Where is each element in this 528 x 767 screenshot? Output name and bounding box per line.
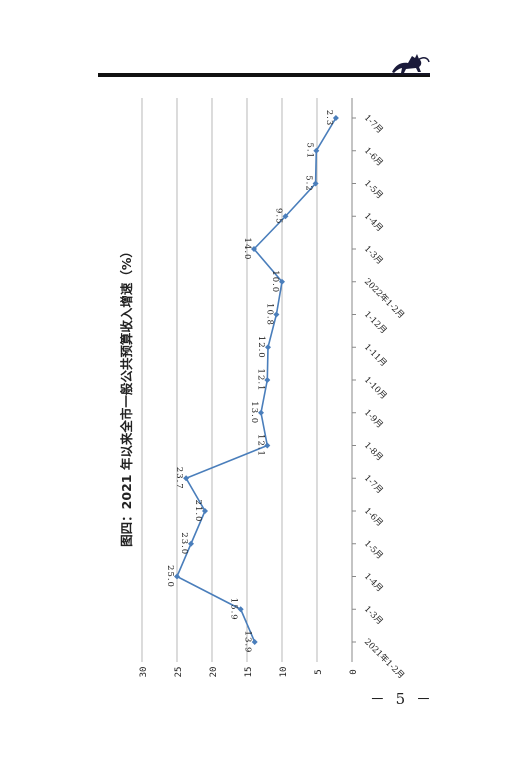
data-label-2: 25.0 — [165, 565, 175, 588]
data-label-0: 13.9 — [243, 631, 253, 654]
x-tick-label-15: 1-6月 — [362, 146, 385, 169]
x-tick-label-2: 1-4月 — [362, 572, 385, 595]
data-label-6: 12.1 — [255, 434, 265, 457]
x-tick-label-14: 1-5月 — [362, 179, 385, 202]
data-point-7 — [258, 409, 264, 416]
data-label-7: 13.0 — [249, 401, 259, 424]
data-point-8 — [264, 377, 271, 383]
x-tick-label-1: 1-3月 — [362, 604, 385, 627]
data-point-0 — [251, 639, 258, 645]
x-tick-label-5: 1-7月 — [362, 473, 385, 496]
data-point-6 — [264, 442, 271, 449]
horse-logo-icon — [390, 54, 430, 75]
x-tick-label-3: 1-5月 — [362, 539, 385, 562]
data-point-3 — [188, 540, 194, 547]
y-tick-label-25: 25 — [174, 667, 184, 678]
x-tick-label-9: 1-11月 — [362, 342, 389, 369]
data-point-9 — [265, 344, 271, 351]
x-tick-label-13: 1-4月 — [362, 211, 385, 234]
x-tick-label-16: 1-7月 — [362, 113, 385, 136]
y-tick-label-5: 5 — [314, 669, 324, 674]
data-label-12: 14.0 — [242, 238, 252, 261]
data-point-15 — [313, 147, 320, 154]
data-label-9: 12.0 — [256, 336, 266, 359]
y-tick-label-0: 0 — [349, 669, 359, 674]
y-tick-label-20: 20 — [209, 667, 219, 678]
chart-series — [174, 115, 339, 645]
data-label-11: 10.0 — [270, 270, 280, 293]
header-rule — [98, 73, 430, 77]
x-tick-label-7: 1-9月 — [362, 408, 385, 431]
data-label-10: 10.8 — [264, 303, 274, 326]
data-point-11 — [279, 278, 285, 285]
y-tick-label-15: 15 — [244, 667, 254, 678]
data-point-16 — [332, 115, 339, 121]
x-tick-label-10: 1-12月 — [362, 310, 389, 337]
data-point-5 — [183, 475, 190, 482]
x-tick-label-4: 1-6月 — [362, 506, 385, 529]
data-point-10 — [273, 311, 280, 318]
data-point-14 — [312, 180, 319, 187]
x-tick-label-6: 1-8月 — [362, 441, 385, 464]
page-number: － 5 － — [369, 690, 434, 708]
data-point-2 — [174, 573, 180, 580]
data-label-3: 23.0 — [179, 532, 189, 555]
y-tick-label-10: 10 — [279, 667, 289, 678]
chart-title: 图四：2021 年以来全市一般公共预算收入增速（%） — [119, 245, 134, 547]
data-label-13: 9.5 — [274, 208, 284, 225]
x-tick-label-12: 1-3月 — [362, 244, 385, 267]
data-point-4 — [202, 508, 208, 514]
chart-axes: 0 5 10 15 20 25 30 2021年1-2月 1-3月 1-4月 1-5月 1-6月 1-7… — [139, 98, 407, 681]
chart-grid — [141, 98, 318, 662]
y-tick-label-30: 30 — [139, 667, 149, 678]
data-label-15: 5.1 — [304, 142, 314, 159]
data-label-4: 21.0 — [193, 500, 203, 523]
chart-labels: 13.9 15.9 25.0 23.0 21.0 23.7 12.1 13.0 12.1 12.0… — [165, 110, 334, 654]
data-point-12 — [251, 246, 257, 252]
data-label-1: 15.9 — [229, 598, 239, 621]
data-label-14: 5.2 — [304, 175, 314, 192]
data-label-16: 2.3 — [324, 110, 334, 127]
data-label-8: 12.1 — [255, 369, 265, 392]
x-tick-label-8: 1-10月 — [362, 375, 389, 402]
data-point-13 — [282, 213, 289, 220]
data-label-5: 23.7 — [174, 467, 184, 490]
x-tick-label-0: 2021年1-2月 — [362, 636, 407, 681]
data-point-1 — [237, 606, 244, 613]
